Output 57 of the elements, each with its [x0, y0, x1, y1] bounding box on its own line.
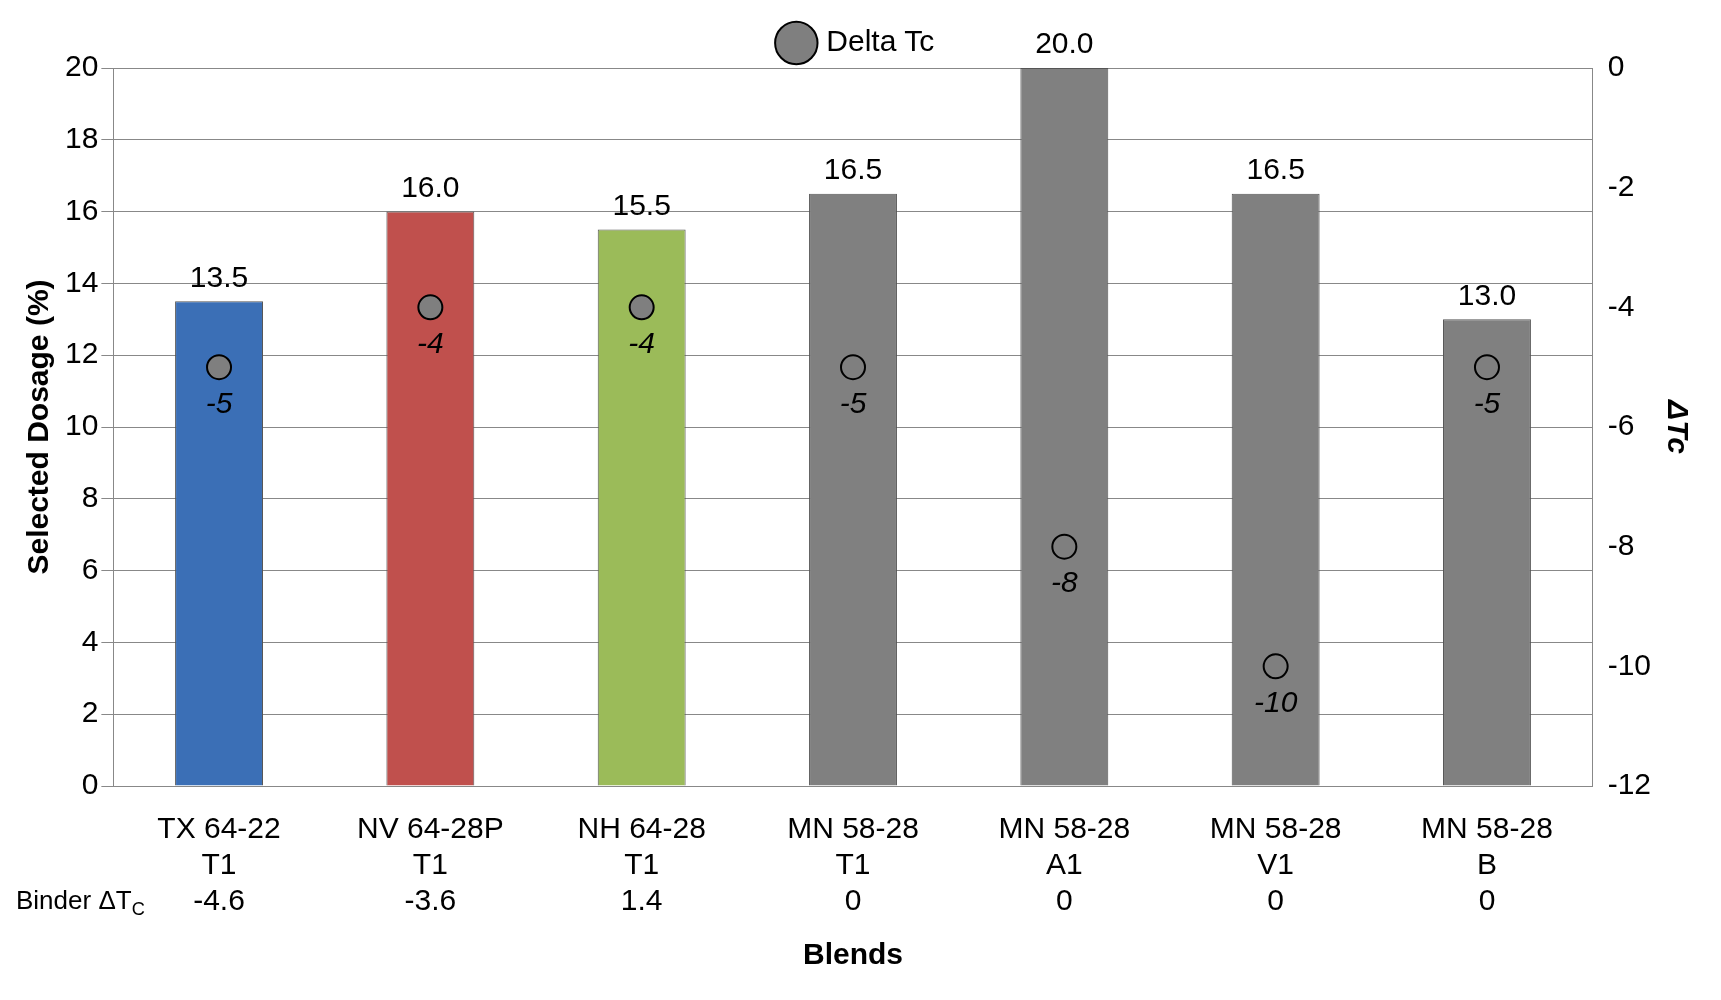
- y2-tick-label: 0: [1607, 49, 1625, 83]
- data-label: -5: [839, 385, 867, 419]
- y2-tick-label: -6: [1607, 408, 1635, 442]
- y-tick-label: 18: [64, 121, 99, 155]
- x-tick-label: TX 64-22 T1: [157, 811, 281, 881]
- data-label: -4: [417, 325, 444, 359]
- text: -4.6: [193, 883, 245, 917]
- point: [417, 294, 444, 321]
- x-tick-label: MN 58-28 V1: [1209, 811, 1342, 881]
- legend-label: Delta Tc: [826, 24, 935, 58]
- y-tick-label: 2: [81, 695, 99, 729]
- text: 0: [1055, 883, 1073, 917]
- data-label: 16.0: [401, 169, 460, 203]
- y-tick-label: 4: [81, 623, 99, 657]
- y2-tick-label: -4: [1607, 288, 1635, 322]
- point: [1051, 533, 1078, 560]
- y-tick-label: 16: [64, 192, 99, 226]
- y2-tick-label: -12: [1607, 767, 1651, 801]
- y-axis-title: Selected Dosage (%): [21, 279, 55, 575]
- data-label: 16.5: [823, 151, 883, 185]
- data-label: -4: [628, 325, 656, 359]
- y-tick-label: 14: [64, 264, 99, 298]
- text: 0: [1267, 883, 1284, 917]
- text: 0: [844, 883, 862, 917]
- y2-tick-label: -8: [1607, 527, 1635, 561]
- data-label: 13.5: [189, 259, 249, 293]
- text: 1.4: [620, 883, 663, 917]
- y-tick-label: 12: [64, 336, 99, 370]
- text: -3.6: [404, 883, 457, 917]
- y2-tick-label: -10: [1607, 647, 1651, 681]
- data-label: -10: [1253, 684, 1298, 718]
- point: [628, 294, 655, 321]
- data-label: -5: [205, 385, 233, 419]
- y-tick-label: 10: [64, 408, 99, 442]
- point: [1262, 653, 1289, 680]
- data-label: -8: [1050, 565, 1078, 599]
- x-tick-label: NH 64-28 T1: [577, 811, 706, 881]
- y-tick-label: 0: [81, 767, 99, 801]
- text: 0: [1478, 883, 1496, 917]
- y-tick-label: 6: [81, 551, 99, 585]
- x-axis-title: Blends: [802, 937, 904, 971]
- data-label: 16.5: [1246, 151, 1305, 185]
- point: [840, 354, 867, 381]
- y2-tick-label: -2: [1607, 168, 1635, 202]
- x-tick-label: MN 58-28 B: [1421, 811, 1553, 881]
- x-tick-label: NV 64-28P T1: [356, 811, 504, 881]
- point: [1473, 354, 1500, 381]
- x-tick-label: MN 58-28 A1: [998, 811, 1131, 881]
- y2-axis-title: ΔTc: [1661, 398, 1695, 455]
- y-tick-label: 8: [81, 480, 99, 514]
- data-label: 15.5: [612, 187, 671, 221]
- x-tick-label: MN 58-28 T1: [787, 811, 919, 881]
- y-tick-label: 20: [64, 49, 99, 83]
- data-label: -5: [1473, 385, 1501, 419]
- point: [206, 354, 233, 381]
- data-label: 20.0: [1035, 26, 1094, 60]
- data-label: 13.0: [1457, 277, 1517, 311]
